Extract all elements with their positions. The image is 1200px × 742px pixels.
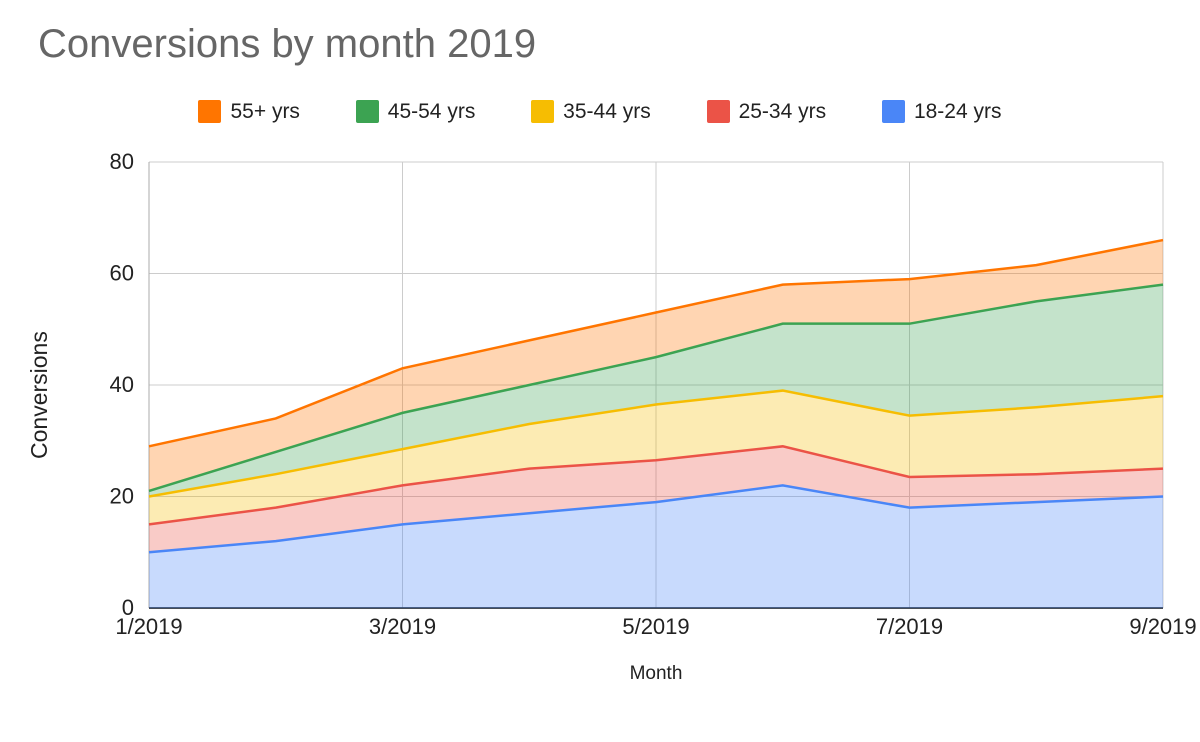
svg-text:60: 60	[110, 261, 134, 286]
svg-text:20: 20	[110, 484, 134, 509]
svg-text:5/2019: 5/2019	[622, 614, 689, 639]
svg-text:3/2019: 3/2019	[369, 614, 436, 639]
svg-text:1/2019: 1/2019	[115, 614, 182, 639]
svg-text:9/2019: 9/2019	[1129, 614, 1196, 639]
svg-text:7/2019: 7/2019	[876, 614, 943, 639]
svg-text:80: 80	[110, 149, 134, 174]
svg-text:40: 40	[110, 372, 134, 397]
